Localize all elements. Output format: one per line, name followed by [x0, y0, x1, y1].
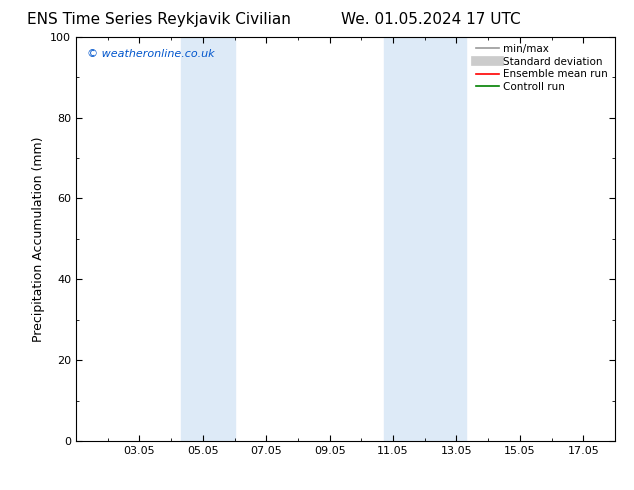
- Legend: min/max, Standard deviation, Ensemble mean run, Controll run: min/max, Standard deviation, Ensemble me…: [474, 42, 610, 94]
- Text: We. 01.05.2024 17 UTC: We. 01.05.2024 17 UTC: [341, 12, 521, 27]
- Text: ENS Time Series Reykjavik Civilian: ENS Time Series Reykjavik Civilian: [27, 12, 290, 27]
- Bar: [181, 37, 235, 441]
- Text: © weatheronline.co.uk: © weatheronline.co.uk: [87, 49, 214, 59]
- Y-axis label: Precipitation Accumulation (mm): Precipitation Accumulation (mm): [32, 136, 44, 342]
- Bar: [384, 37, 466, 441]
